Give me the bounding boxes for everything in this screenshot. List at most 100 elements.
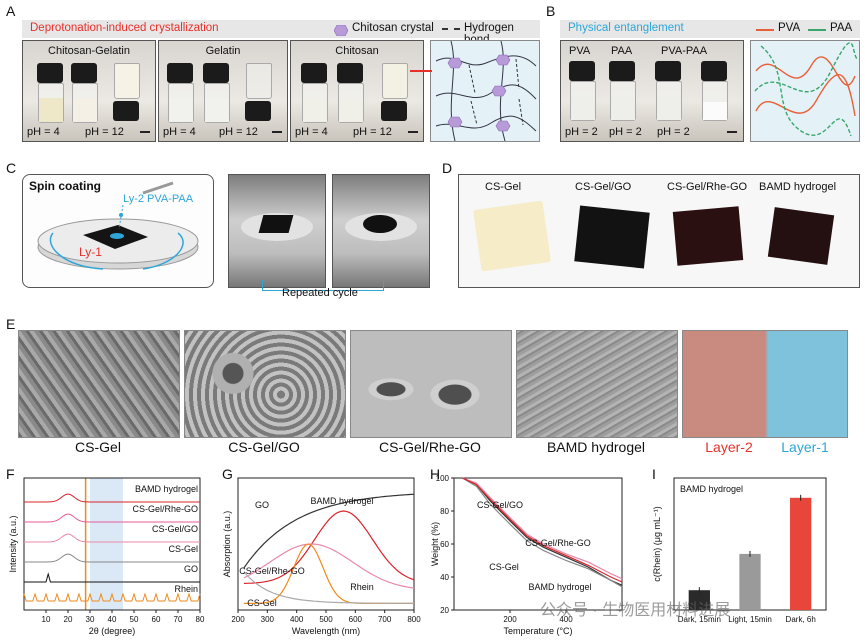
sem-label: BAMD hydrogel — [546, 439, 646, 455]
y-tick-label: 100 — [436, 474, 450, 483]
highlight-band — [90, 478, 123, 610]
sample-label: CS-Gel/Rhe-GO — [667, 181, 748, 193]
panel-b-title: Physical entanglement — [568, 22, 684, 34]
ph-label: pH = 12 — [219, 126, 258, 138]
vial-label: PVA-PAA — [661, 45, 708, 57]
vial-inverted — [245, 63, 272, 121]
x-tick-label: 300 — [261, 615, 275, 624]
vial-inverted — [113, 63, 140, 121]
sample-label: CS-Gel/GO — [575, 181, 632, 193]
uv-series-go — [243, 493, 415, 569]
vial — [655, 61, 682, 121]
ph-label: pH = 12 — [353, 126, 392, 138]
vial-inverted — [381, 63, 408, 121]
series-label: CS-Gel/Rhe-GO — [239, 566, 305, 576]
layer1-label: Ly-1 — [79, 245, 102, 259]
x-tick-label: 400 — [559, 615, 573, 624]
panel-label-b: B — [546, 3, 556, 19]
series-label: GO — [255, 500, 269, 510]
category-label: Dark, 6h — [786, 615, 816, 624]
vial-label: PVA — [569, 45, 591, 57]
x-tick-label: 800 — [407, 615, 421, 624]
x-axis-label: Wavelength (nm) — [292, 626, 360, 636]
sem-cs-gel-rhe-go — [350, 330, 512, 438]
spin-coater-photo-1 — [228, 174, 326, 288]
release-bar-chart: BAMD hydrogel Dark, 15min Light, 15min Dark… — [652, 477, 827, 624]
vial — [71, 63, 98, 123]
chart-title: BAMD hydrogel — [680, 484, 743, 494]
repeated-cycle-caption: Repeated cycle — [282, 287, 358, 299]
absorption-chart: GO BAMD hydrogel CS-Gel/Rhe-GO Rhein CS-Gel2… — [222, 477, 421, 636]
panel-label-g: G — [222, 466, 233, 482]
xrd-chart: BAMD hydrogel CS-Gel/Rhe-GO CS-Gel/GO CS-Ge… — [8, 477, 205, 636]
panel-label-h: H — [430, 466, 441, 482]
bar-dark-15min — [688, 590, 710, 610]
y-tick-label: 20 — [440, 606, 449, 615]
y-axis-label: Absorption (a.u.) — [222, 511, 232, 578]
series-label: CS-Gel/Rhe-GO — [132, 504, 198, 514]
legend-pva: PVA — [778, 22, 801, 34]
xrd-series-cs-gel — [24, 553, 200, 563]
uv-series-bamd-hydrogel — [243, 510, 415, 584]
ph-label: pH = 2 — [565, 126, 598, 138]
tga-series-bamd-hydrogel — [462, 477, 623, 583]
x-tick-label: 600 — [349, 615, 363, 624]
ph-label: pH = 4 — [163, 126, 196, 138]
sample-label: CS-Gel — [485, 181, 522, 193]
x-tick-label: 700 — [378, 615, 392, 624]
ph-label: pH = 2 — [609, 126, 642, 138]
hexagon-icon — [333, 23, 349, 37]
hydrogel-photos: CS-Gel CS-Gel/GO CS-Gel/Rhe-GO BAMD hydr… — [458, 174, 860, 288]
series-label: BAMD hydrogel — [528, 582, 591, 592]
sem-bamd-hydrogel — [516, 330, 678, 438]
panel-label-f: F — [6, 466, 15, 482]
cs-gel-go-sample — [574, 205, 650, 269]
series-label: CS-Gel/Rhe-GO — [525, 538, 591, 548]
vial — [203, 63, 230, 123]
panel-a-title: Deprotonation-induced crystallization — [30, 22, 219, 34]
photo-chitosan-gelatin: Chitosan-Gelatin pH = 4 pH = 12 — [22, 40, 156, 142]
x-tick-label: 10 — [42, 615, 51, 624]
legend-chitosan-crystal: Chitosan crystal — [352, 22, 434, 34]
panel-label-i: I — [652, 466, 656, 482]
legend-paa: PAA — [830, 22, 853, 34]
uv-series-cs-gel-rhe-go — [243, 543, 415, 589]
vial-label: PAA — [611, 45, 633, 57]
network-diagram — [435, 40, 537, 142]
tga-chart: CS-Gel/GO CS-Gel/Rhe-GO CS-Gel BAMD hydroge… — [430, 474, 623, 636]
bar-dark-6h — [790, 497, 812, 610]
category-label: Light, 15min — [728, 615, 772, 624]
x-tick-label: 70 — [174, 615, 183, 624]
series-label: BAMD hydrogel — [135, 484, 198, 494]
crystal-network-schematic — [430, 40, 540, 142]
vial — [609, 61, 636, 121]
watermark: 公众号 · 生物医用材料进展 — [540, 602, 731, 619]
dashed-line-icon — [442, 28, 460, 32]
sem-label: CS-Gel/Rhe-GO — [379, 439, 481, 455]
paa-legend-line — [808, 29, 826, 31]
y-axis-label: Weight (%) — [430, 522, 440, 566]
y-tick-label: 40 — [440, 573, 449, 582]
photo-title: Chitosan — [335, 45, 379, 57]
vial — [37, 63, 64, 123]
tga-plot-area: CS-Gel/GO CS-Gel/Rhe-GO CS-Gel BAMD hydroge… — [430, 474, 623, 636]
sem-cs-gel — [18, 330, 180, 438]
photo-pva-paa-vials: PVA PAA PVA-PAA pH = 2 pH = 2 pH = 2 — [560, 40, 744, 142]
vial — [167, 63, 194, 123]
repeated-cycle-bracket — [262, 280, 384, 291]
bamd-hydrogel-sample — [767, 207, 835, 265]
x-tick-label: 500 — [319, 615, 333, 624]
series-label: CS-Gel — [489, 562, 519, 572]
bar-plot-area: BAMD hydrogel Dark, 15min Light, 15min Dark… — [652, 477, 827, 624]
xrd-series-cs-gel-rhe-go — [24, 513, 200, 523]
xrd-plot-area: BAMD hydrogel CS-Gel/Rhe-GO CS-Gel/GO CS-Ge… — [8, 477, 205, 636]
sample-label: BAMD hydrogel — [759, 181, 837, 193]
xrd-series-rhein — [23, 592, 201, 602]
uv-series-cs-gel — [243, 571, 414, 604]
panel-label-a: A — [6, 3, 16, 19]
y-tick-label: 80 — [440, 507, 449, 516]
sem-label: CS-Gel — [75, 439, 121, 455]
scale-bar — [408, 131, 418, 133]
series-label: Rhein — [350, 582, 374, 592]
absorption-plot-area: GO BAMD hydrogel CS-Gel/Rhe-GO Rhein CS-Gel2… — [222, 477, 421, 636]
